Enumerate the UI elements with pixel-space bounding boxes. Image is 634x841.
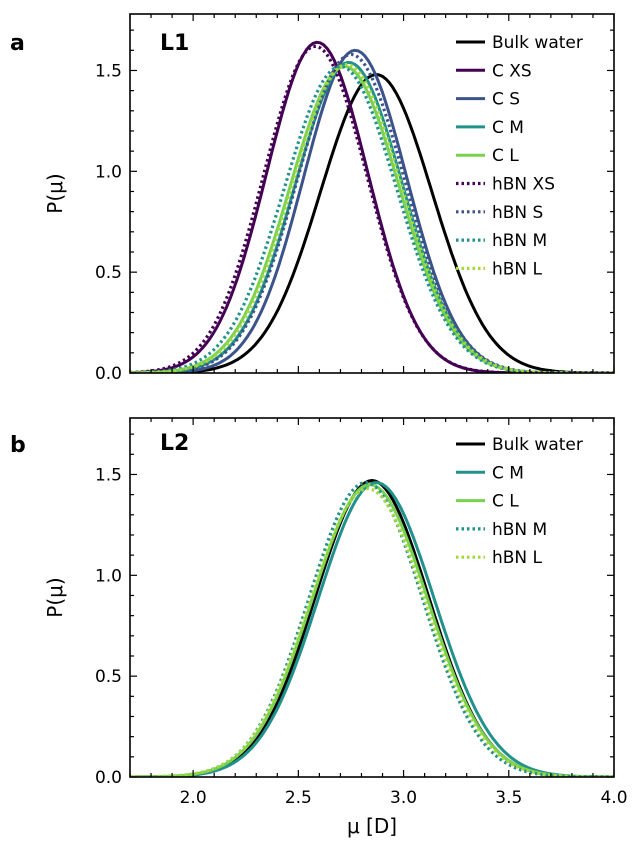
legend-label: hBN L [492,259,543,279]
x-tick-label: 2.0 [180,788,207,808]
legend-label: Bulk water [492,435,583,455]
x-axis: 2.0 2.5 3.0 3.5 4.0 [129,418,628,808]
legend: Bulk water C M C L hBN M hBN L [456,435,583,568]
y-axis-label: P(μ) [43,577,67,617]
series-line-bulk-water [130,73,614,373]
legend: Bulk water C XS C S C M C L hBN XS hBN S hBN M h… [456,33,583,279]
legend-label: C XS [492,61,532,81]
y-tick-label: 0.0 [95,768,122,788]
y-tick-label: 1.0 [95,566,122,586]
axes-frame [129,417,615,778]
legend-label: hBN M [492,231,547,251]
x-tick-label: 4.0 [600,788,627,808]
y-tick-label: 0.0 [95,364,122,384]
legend-label: C L [492,492,519,512]
panel-letter: b [10,433,26,458]
legend-label: hBN XS [492,175,555,195]
series-line-c-xs [130,40,614,373]
x-tick-label: 3.0 [390,788,417,808]
plot-area [130,479,614,777]
series-line-hbn-xs [130,44,614,373]
series-line-hbn-l [130,487,614,777]
panel-title: L1 [160,31,189,56]
y-axis: 0.0 0.5 1.0 1.5 [95,29,614,384]
x-axis-label: μ [D] [347,814,397,838]
series-line-hbn-l [130,62,614,373]
legend-label: C M [492,118,524,138]
legend-label: hBN S [492,203,543,223]
axes-frame [129,13,615,374]
x-axis [129,14,615,373]
chart-panel-a: 0.0 0.5 1.0 1.5 P(μ) a L1 Bulk water C XS C S C M C… [10,13,615,384]
x-tick-label: 3.5 [495,788,522,808]
legend-label: Bulk water [492,33,583,53]
legend-label: C M [492,463,524,483]
panel-title: L2 [160,431,189,456]
y-tick-label: 1.5 [95,61,122,81]
y-tick-label: 1.5 [95,465,122,485]
legend-label: C S [492,90,520,110]
x-tick-label: 2.5 [285,788,312,808]
y-axis: 0.0 0.5 1.0 1.5 [95,433,614,788]
legend-label: hBN L [492,548,543,568]
y-tick-label: 0.5 [95,667,122,687]
legend-label: hBN M [492,520,547,540]
series-line-hbn-m [130,481,614,777]
y-tick-label: 0.5 [95,263,122,283]
legend-label: C L [492,146,519,166]
y-tick-label: 1.0 [95,162,122,182]
y-axis-label: P(μ) [43,173,67,213]
panel-letter: a [10,31,25,56]
chart-panel-b: 0.0 0.5 1.0 1.5 2.0 2.5 3.0 3.5 4.0 P(μ) μ [D] b L2 B… [10,417,628,838]
